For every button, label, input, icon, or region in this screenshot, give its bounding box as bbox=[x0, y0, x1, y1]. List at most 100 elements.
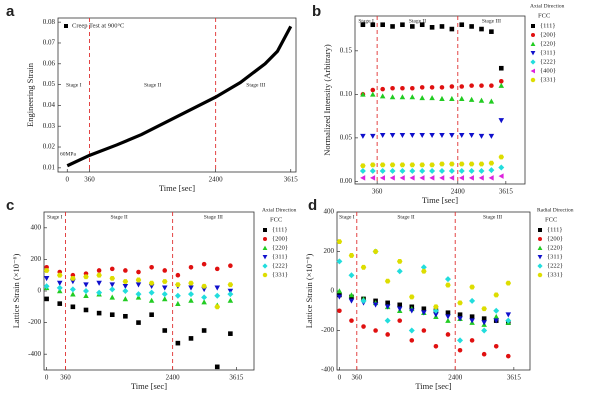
plot-frame bbox=[354, 15, 526, 185]
y-tick-label: 0.02 bbox=[43, 143, 56, 151]
marker bbox=[439, 132, 445, 139]
marker bbox=[122, 279, 129, 284]
marker bbox=[201, 261, 207, 267]
marker bbox=[70, 275, 76, 281]
marker bbox=[409, 308, 415, 314]
marker bbox=[410, 85, 415, 91]
marker bbox=[384, 304, 391, 310]
stage-label: Stage III bbox=[204, 214, 223, 220]
marker bbox=[445, 317, 451, 323]
marker bbox=[493, 307, 500, 314]
x-axis-label: Time [sec] bbox=[422, 195, 458, 205]
legend-label: {222} bbox=[547, 262, 563, 269]
marker bbox=[135, 277, 142, 283]
marker bbox=[385, 332, 390, 337]
marker bbox=[227, 297, 234, 303]
marker bbox=[439, 175, 445, 181]
y-tick-label: 0.08 bbox=[43, 18, 56, 26]
marker bbox=[57, 301, 63, 306]
marker bbox=[479, 26, 484, 32]
marker bbox=[360, 264, 367, 270]
marker bbox=[469, 284, 475, 290]
marker bbox=[109, 282, 116, 288]
marker bbox=[489, 83, 494, 88]
marker bbox=[83, 288, 89, 294]
marker bbox=[468, 96, 475, 102]
marker bbox=[396, 258, 403, 264]
y-tick-label: 200 bbox=[324, 247, 335, 255]
plot-frame bbox=[43, 211, 255, 371]
marker bbox=[444, 276, 451, 283]
marker bbox=[188, 291, 194, 298]
marker bbox=[161, 279, 168, 284]
x-tick-label: 360 bbox=[60, 374, 71, 382]
marker bbox=[457, 300, 463, 306]
marker bbox=[389, 162, 396, 168]
y-tick-label: -200 bbox=[321, 326, 334, 334]
marker bbox=[478, 97, 485, 103]
marker bbox=[448, 167, 455, 174]
marker bbox=[136, 320, 141, 325]
x-tick-label: 3615 bbox=[284, 176, 299, 184]
marker bbox=[214, 304, 221, 310]
marker bbox=[349, 318, 354, 323]
marker bbox=[201, 283, 207, 289]
marker bbox=[56, 272, 63, 278]
x-tick-label: 2400 bbox=[451, 188, 466, 196]
legend-marker bbox=[530, 68, 535, 74]
marker bbox=[109, 294, 116, 300]
marker bbox=[148, 297, 155, 303]
stage-label: Stage II bbox=[144, 82, 161, 88]
marker bbox=[399, 132, 406, 139]
marker bbox=[372, 302, 379, 308]
marker bbox=[433, 344, 439, 349]
marker bbox=[419, 175, 425, 181]
marker bbox=[449, 175, 455, 181]
legend-marker bbox=[262, 263, 268, 269]
y-tick-label: 200 bbox=[31, 255, 42, 263]
legend-title: Radial Direction bbox=[537, 207, 574, 213]
legend-marker bbox=[531, 33, 535, 37]
panel-label: c bbox=[6, 197, 14, 214]
marker bbox=[439, 161, 445, 167]
legend-marker bbox=[530, 51, 536, 56]
marker bbox=[44, 296, 49, 302]
stage-label: Stage III bbox=[246, 82, 265, 88]
marker bbox=[380, 86, 385, 92]
y-tick-label: 0 bbox=[331, 287, 335, 295]
marker bbox=[399, 94, 406, 100]
marker bbox=[175, 340, 181, 346]
stage-label: Stage I bbox=[66, 82, 82, 88]
legend-marker bbox=[64, 24, 68, 28]
marker bbox=[396, 268, 403, 275]
marker bbox=[429, 162, 435, 168]
marker bbox=[336, 239, 343, 245]
y-tick-label: 0.05 bbox=[340, 133, 353, 141]
marker bbox=[56, 280, 63, 286]
marker bbox=[109, 312, 115, 317]
stage-label: Stage II bbox=[110, 214, 127, 220]
y-tick-label: -200 bbox=[28, 318, 41, 326]
marker bbox=[385, 300, 390, 306]
legend-label: {311} bbox=[540, 49, 556, 56]
marker bbox=[505, 353, 511, 359]
legend-label: {311} bbox=[272, 253, 288, 260]
stage-label: Stage I bbox=[339, 214, 355, 220]
x-tick-label: 360 bbox=[352, 374, 363, 382]
marker bbox=[433, 312, 439, 318]
marker bbox=[390, 24, 395, 29]
marker bbox=[370, 175, 376, 181]
marker bbox=[409, 167, 416, 174]
marker bbox=[505, 312, 512, 318]
marker bbox=[458, 175, 465, 181]
marker bbox=[109, 275, 116, 281]
legend-label: {111} bbox=[272, 226, 288, 233]
marker bbox=[420, 264, 427, 271]
marker bbox=[429, 175, 435, 181]
legend-label: {200} bbox=[547, 235, 563, 242]
marker bbox=[188, 280, 194, 286]
marker bbox=[360, 175, 366, 181]
marker bbox=[201, 328, 207, 333]
marker bbox=[149, 265, 154, 270]
marker bbox=[445, 332, 451, 337]
